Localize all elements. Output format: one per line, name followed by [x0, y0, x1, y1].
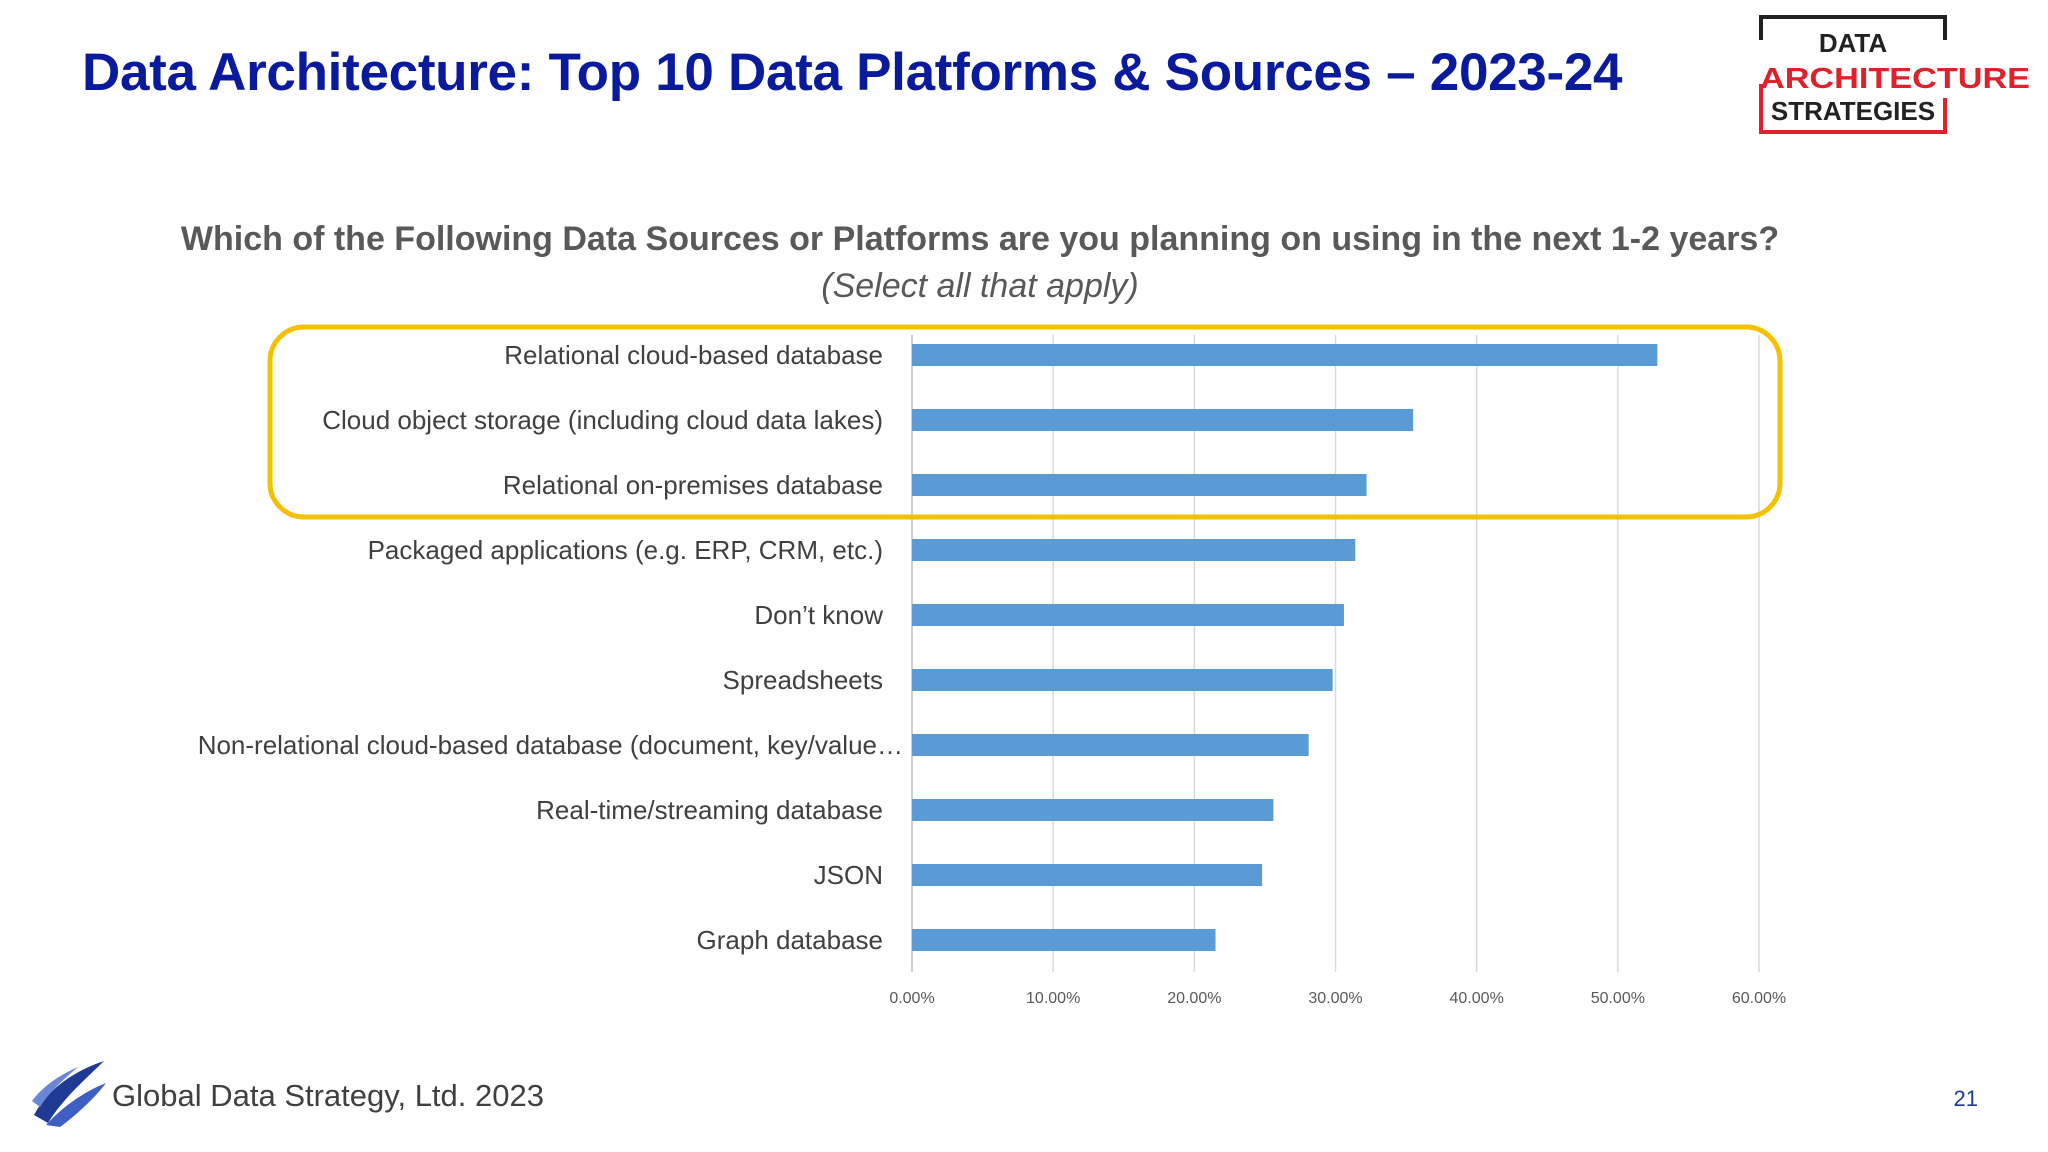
- category-label: JSON: [814, 860, 883, 890]
- category-label: Real-time/streaming database: [536, 795, 883, 825]
- bar-chart: 0.00% 10.00% 20.00% 30.00% 40.00% 50.00% 60.00…: [198, 324, 1786, 1007]
- bar: [912, 474, 1367, 496]
- x-tick-label: 0.00%: [889, 990, 934, 1007]
- bar: [912, 864, 1263, 886]
- slide-title: Data Architecture: Top 10 Data Platforms…: [82, 43, 1623, 102]
- x-tick-label: 10.00%: [1026, 990, 1080, 1007]
- logo-line2: ARCHITECTURE: [1760, 63, 2030, 95]
- logo-line3: STRATEGIES: [1771, 96, 1935, 126]
- highlight-box: [267, 324, 1783, 520]
- category-label: Non-relational cloud-based database (doc…: [198, 730, 903, 760]
- bar: [912, 409, 1414, 431]
- logo-line1: DATA: [1819, 28, 1888, 58]
- bar: [912, 539, 1356, 561]
- bar: [912, 604, 1344, 626]
- bar: [912, 344, 1658, 366]
- x-tick-label: 30.00%: [1308, 990, 1362, 1007]
- x-tick-label: 60.00%: [1732, 990, 1786, 1007]
- bar: [912, 929, 1216, 951]
- bar: [912, 669, 1333, 691]
- category-label: Packaged applications (e.g. ERP, CRM, et…: [368, 535, 883, 565]
- data-architecture-strategies-logo: DATA ARCHITECTURE STRATEGIES: [1759, 15, 2030, 134]
- category-label: Relational cloud-based database: [504, 340, 883, 370]
- category-label: Spreadsheets: [723, 665, 883, 695]
- x-tick-label: 40.00%: [1450, 990, 1504, 1007]
- footer-copyright: Global Data Strategy, Ltd. 2023: [112, 1078, 544, 1113]
- category-label: Cloud object storage (including cloud da…: [322, 405, 883, 435]
- x-tick-label: 50.00%: [1591, 990, 1645, 1007]
- category-label: Don’t know: [754, 600, 883, 630]
- x-tick-label: 20.00%: [1167, 990, 1221, 1007]
- chart-question: Which of the Following Data Sources or P…: [180, 220, 1780, 258]
- global-data-strategy-logo: [32, 1061, 106, 1127]
- category-label: Relational on-premises database: [503, 470, 883, 500]
- category-label: Graph database: [697, 925, 883, 955]
- bar: [912, 734, 1309, 756]
- page-number: 21: [1953, 1086, 1978, 1111]
- bar: [912, 799, 1274, 821]
- chart-subquestion: (Select all that apply): [821, 267, 1139, 305]
